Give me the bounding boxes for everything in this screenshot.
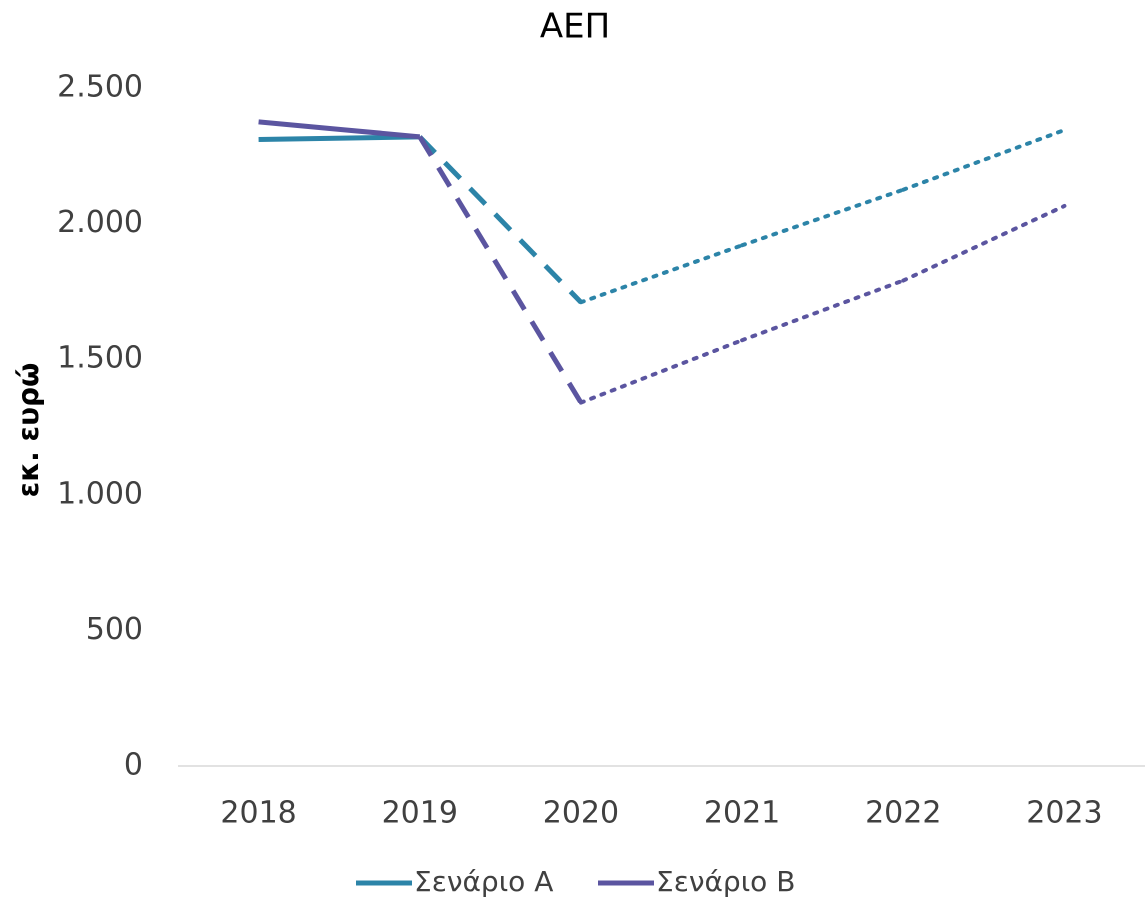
y-tick-label: 2.000 (57, 205, 143, 240)
line-segment (417, 135, 583, 304)
line-segment (578, 243, 745, 305)
line-segment (740, 187, 906, 248)
x-tick-label: 2021 (704, 796, 780, 831)
y-tick-label: 0 (124, 748, 143, 783)
line-segment (578, 338, 745, 405)
line-segment (740, 278, 906, 343)
x-tick-label: 2023 (1026, 796, 1102, 831)
line-segment (901, 128, 1067, 192)
line-segment (417, 135, 584, 404)
y-axis-label: εκ. ευρώ (12, 363, 45, 498)
legend-label: Σενάριο Α (414, 865, 553, 898)
line-segment (901, 203, 1067, 283)
y-tick-label: 2.500 (57, 70, 143, 105)
line-segment (258, 119, 420, 140)
x-tick-label: 2019 (382, 796, 458, 831)
y-tick-label: 500 (86, 612, 143, 647)
legend-label: Σενάριο Β (656, 865, 795, 898)
x-tick-label: 2022 (865, 796, 941, 831)
chart-title: ΑΕΠ (540, 7, 610, 47)
x-tick-label: 2020 (543, 796, 619, 831)
y-tick-label: 1.500 (57, 341, 143, 376)
line-segment (258, 134, 420, 143)
x-tick-label: 2018 (220, 796, 296, 831)
y-tick-label: 1.000 (57, 476, 143, 511)
